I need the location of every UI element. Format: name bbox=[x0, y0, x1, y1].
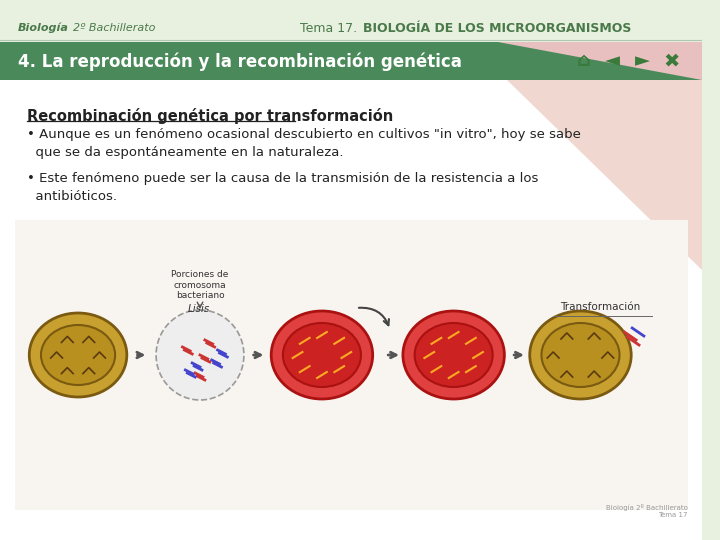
Text: Lisis: Lisis bbox=[187, 304, 210, 314]
Ellipse shape bbox=[30, 313, 127, 397]
Text: • Este fenómeno puede ser la causa de la transmisión de la resistencia a los
  a: • Este fenómeno puede ser la causa de la… bbox=[27, 172, 539, 203]
Polygon shape bbox=[508, 80, 703, 270]
Text: 4. La reproducción y la recombinación genética: 4. La reproducción y la recombinación ge… bbox=[17, 53, 462, 71]
Text: ◄: ◄ bbox=[606, 51, 620, 71]
Ellipse shape bbox=[271, 311, 373, 399]
Ellipse shape bbox=[530, 311, 631, 399]
Text: ✖: ✖ bbox=[663, 51, 680, 71]
Ellipse shape bbox=[415, 323, 492, 387]
Text: Biología: Biología bbox=[17, 23, 68, 33]
Text: BIOLOGÍA DE LOS MICROORGANISMOS: BIOLOGÍA DE LOS MICROORGANISMOS bbox=[363, 22, 631, 35]
Text: Tema 17.: Tema 17. bbox=[300, 22, 361, 35]
Text: Porciones de
cromosoma
bacteriano: Porciones de cromosoma bacteriano bbox=[171, 270, 229, 300]
Ellipse shape bbox=[283, 323, 361, 387]
Text: 2º Bachillerato: 2º Bachillerato bbox=[73, 23, 156, 33]
Text: Recombinación genética por transformación: Recombinación genética por transformació… bbox=[27, 108, 394, 124]
Polygon shape bbox=[498, 42, 703, 80]
Text: Transformación: Transformación bbox=[560, 302, 640, 312]
Ellipse shape bbox=[541, 323, 619, 387]
Text: Biología 2º Bachillerato
Tema 17: Biología 2º Bachillerato Tema 17 bbox=[606, 504, 688, 518]
Text: ►: ► bbox=[634, 51, 649, 71]
Circle shape bbox=[156, 310, 244, 400]
FancyBboxPatch shape bbox=[0, 42, 703, 80]
Text: ⌂: ⌂ bbox=[577, 51, 590, 71]
Ellipse shape bbox=[41, 325, 115, 385]
FancyBboxPatch shape bbox=[14, 220, 688, 510]
Text: • Aunque es un fenómeno ocasional descubierto en cultivos "in vitro", hoy se sab: • Aunque es un fenómeno ocasional descub… bbox=[27, 128, 581, 159]
Ellipse shape bbox=[403, 311, 505, 399]
FancyBboxPatch shape bbox=[0, 80, 703, 540]
